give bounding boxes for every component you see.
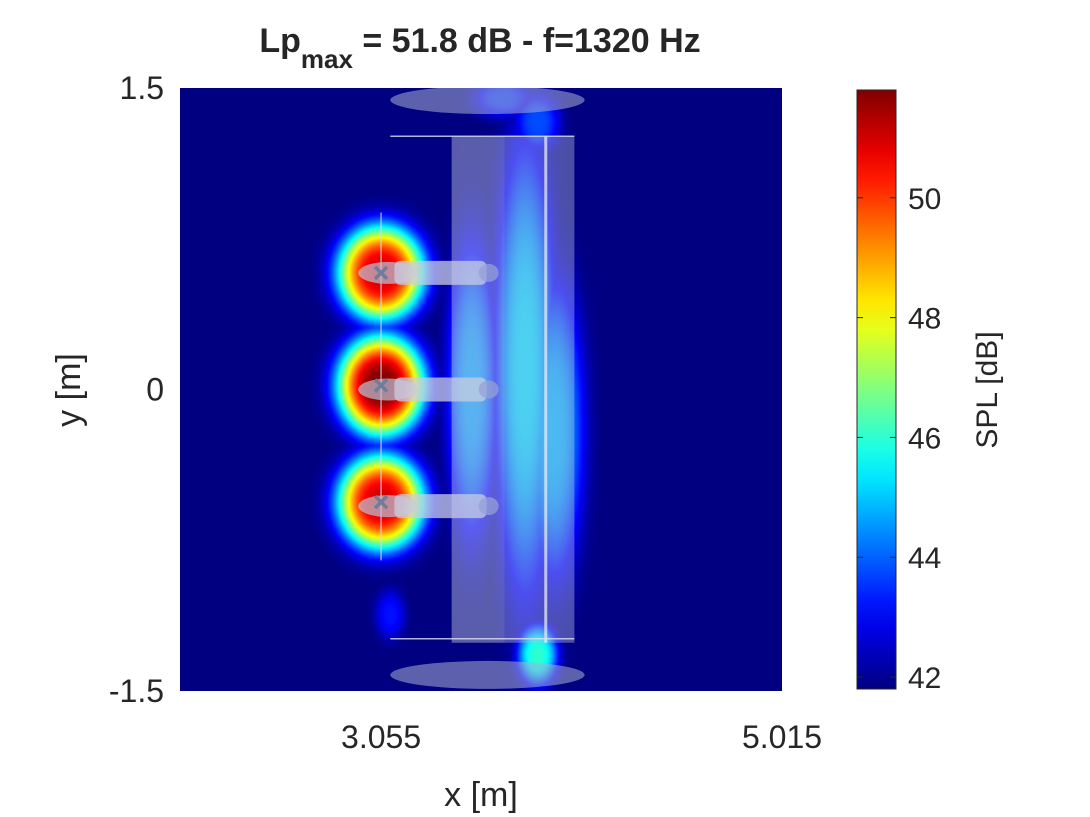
chart-title-subscript: max — [301, 44, 354, 74]
plot-area — [180, 88, 782, 691]
nacelle-body-0 — [394, 260, 487, 285]
chart-title: Lpmax = 51.8 dB - f=1320 Hz — [259, 22, 700, 74]
bottom-wing-shape — [390, 660, 585, 689]
colorbar-tick-label: 50 — [908, 183, 941, 216]
source-marker-2 — [373, 494, 389, 510]
chart-title-main: Lp — [259, 22, 301, 60]
chart-title-rest: = 51.8 dB - f=1320 Hz — [353, 22, 701, 60]
x-tick-label: 3.055 — [341, 719, 421, 755]
nacelle-tip-0 — [478, 263, 499, 282]
y-axis-label: y [m] — [50, 353, 88, 427]
nacelle-tip-1 — [478, 380, 499, 399]
source-marker-1 — [373, 378, 389, 393]
nacelle-body-2 — [394, 494, 487, 519]
colorbar-tick-label: 48 — [908, 303, 941, 336]
source-markers — [373, 265, 389, 510]
y-tick-label: 0 — [146, 372, 164, 408]
colorbar-ticks: 42 44 46 48 50 — [857, 183, 941, 695]
body-shape — [504, 136, 575, 643]
colorbar-tick-label: 46 — [908, 422, 941, 455]
geometry-overlay — [358, 88, 585, 689]
colorbar-label: SPL [dB] — [971, 331, 1004, 448]
x-tick-label: 5.015 — [742, 719, 822, 755]
y-axis-ticks: -1.5 0 1.5 — [109, 70, 164, 709]
y-tick-label: 1.5 — [120, 70, 164, 106]
nacelle-tip-2 — [478, 497, 499, 516]
top-wing-shape — [390, 88, 585, 115]
colorbar: 42 44 46 48 50 SPL [dB] — [856, 89, 1004, 695]
source-marker-0 — [373, 265, 389, 281]
colorbar-tick-label: 42 — [908, 662, 941, 695]
colorbar-tick-label: 44 — [908, 542, 941, 575]
nacelle-body-1 — [394, 377, 487, 402]
x-axis-ticks: 3.055 5.015 — [341, 719, 822, 755]
y-tick-label: -1.5 — [109, 673, 164, 709]
colorbar-gradient — [856, 89, 897, 690]
x-axis-label: x [m] — [444, 776, 518, 814]
